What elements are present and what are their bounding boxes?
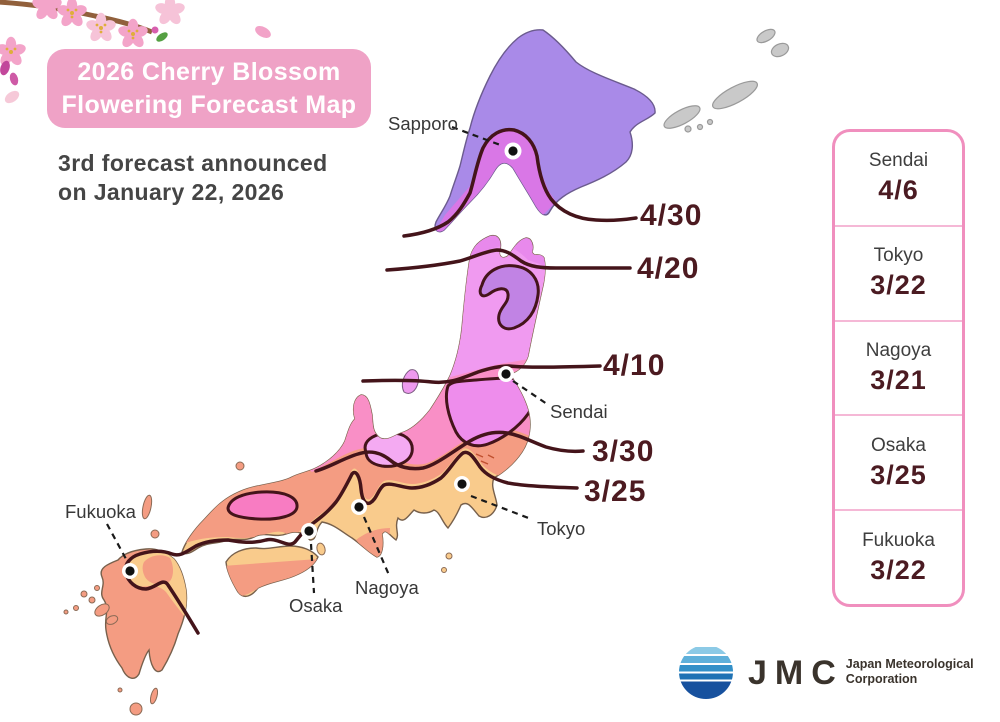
page-title-line2: Flowering Forecast Map bbox=[61, 91, 357, 119]
city-marker-osaka bbox=[301, 523, 317, 539]
contour-line-4-20 bbox=[385, 248, 632, 272]
jmc-logo-text: JMC bbox=[748, 653, 844, 692]
contour-line-4-30 bbox=[402, 127, 638, 238]
forecast-city: Sendai bbox=[868, 150, 929, 172]
forecast-date: 3/25 bbox=[870, 459, 927, 490]
forecast-panel-row-osaka: Osaka 3/25 bbox=[835, 416, 962, 512]
leader-sendai bbox=[512, 380, 548, 405]
contour-label-4-30: 4/30 bbox=[640, 199, 703, 232]
contour-label-3-25: 3/25 bbox=[584, 475, 647, 508]
jmc-globe-icon bbox=[679, 647, 733, 699]
forecast-city: Osaka bbox=[871, 434, 926, 456]
leader-sapporo bbox=[451, 125, 504, 148]
cliff-marks bbox=[475, 453, 495, 465]
forecast-date: 3/21 bbox=[870, 364, 927, 395]
forecast-panel: Sendai 4/6 Tokyo 3/22 Nagoya 3/21 Osaka … bbox=[832, 129, 965, 607]
city-marker-sapporo bbox=[504, 142, 522, 160]
forecast-date: 3/22 bbox=[870, 554, 927, 585]
city-label-nagoya: Nagoya bbox=[355, 577, 419, 598]
zone-shikoku-salmon bbox=[226, 559, 318, 597]
forecast-announcement-line1: 3rd forecast announced bbox=[58, 150, 328, 176]
contour-label-4-10: 4/10 bbox=[603, 349, 666, 382]
kuril-islands bbox=[663, 28, 790, 133]
city-marker-fukuoka bbox=[122, 563, 138, 579]
forecast-city: Nagoya bbox=[865, 339, 932, 361]
city-label-osaka: Osaka bbox=[289, 595, 343, 616]
contour-line-4-10 bbox=[361, 364, 602, 385]
leader-osaka bbox=[309, 543, 316, 594]
contour-line-3-25 bbox=[123, 450, 579, 635]
forecast-announcement-line2: on January 22, 2026 bbox=[58, 179, 285, 205]
city-marker-tokyo bbox=[454, 476, 470, 492]
zone-chugoku-pink-loop bbox=[226, 490, 299, 521]
contour-line-3-30 bbox=[314, 430, 585, 473]
jmc-company-name: Japan Meteorological Corporation bbox=[845, 657, 974, 686]
forecast-city: Tokyo bbox=[873, 245, 924, 267]
city-marker-nagoya bbox=[351, 499, 367, 515]
page-title: 2026 Cherry Blossom Flowering Forecast M… bbox=[47, 49, 371, 128]
forecast-panel-row-sendai: Sendai 4/6 bbox=[835, 132, 962, 227]
zone-alps-violet-loop bbox=[444, 376, 539, 448]
contour-label-3-30: 3/30 bbox=[592, 435, 655, 468]
forecast-panel-row-nagoya: Nagoya 3/21 bbox=[835, 322, 962, 417]
city-label-sendai: Sendai bbox=[550, 401, 608, 422]
small-islands bbox=[63, 369, 453, 716]
forecast-date: 4/6 bbox=[878, 175, 919, 206]
page-title-line1: 2026 Cherry Blossom bbox=[77, 58, 341, 86]
forecast-panel-row-fukuoka: Fukuoka 3/22 bbox=[835, 511, 962, 604]
city-label-tokyo: Tokyo bbox=[537, 518, 586, 539]
leader-fukuoka bbox=[106, 523, 127, 560]
city-label-fukuoka: Fukuoka bbox=[65, 501, 136, 522]
city-label-sapporo: Sapporo bbox=[388, 113, 458, 134]
cherry-blossom-decoration bbox=[0, 0, 271, 104]
contour-label-4-20: 4/20 bbox=[637, 252, 700, 285]
forecast-city: Fukuoka bbox=[862, 529, 935, 551]
jmc-logo: JMC Japan Meteorological Corporation bbox=[678, 644, 974, 700]
zone-tohoku-purple-loop bbox=[478, 264, 540, 331]
zone-kyushu-salmon-tongue bbox=[142, 555, 173, 585]
forecast-panel-row-tokyo: Tokyo 3/22 bbox=[835, 227, 962, 322]
forecast-announcement: 3rd forecast announced on January 22, 20… bbox=[58, 149, 328, 207]
forecast-date: 3/22 bbox=[870, 270, 927, 301]
city-marker-sendai bbox=[498, 366, 514, 382]
zone-lavender-loop bbox=[363, 431, 414, 468]
